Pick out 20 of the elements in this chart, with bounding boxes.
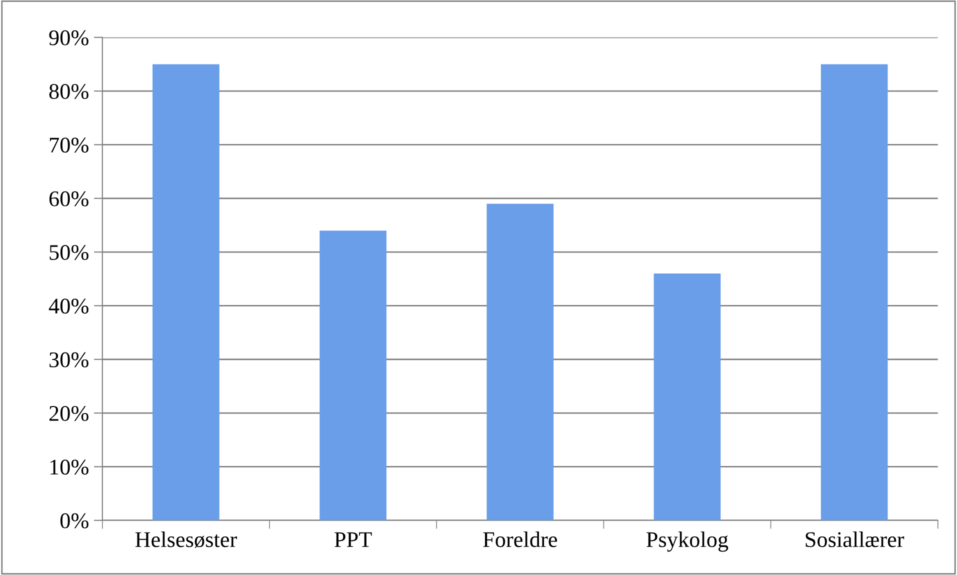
y-tick-label: 40% — [48, 298, 88, 314]
x-tick-label: PPT — [334, 532, 372, 547]
bar — [654, 274, 721, 520]
y-tick-label: 80% — [49, 84, 88, 100]
x-tick-label: Helsesøster — [135, 531, 237, 548]
x-tick-label: Foreldre — [483, 531, 557, 548]
y-tick-label: 90% — [49, 30, 88, 46]
x-tick-label: Psykolog — [646, 531, 728, 552]
bar — [320, 230, 386, 520]
bar — [486, 204, 554, 520]
y-tick-label: 50% — [50, 244, 88, 260]
y-tick-label: 20% — [49, 406, 88, 422]
y-tick-label: 0% — [60, 513, 88, 528]
x-tick-label: Sosiallærer — [806, 531, 904, 548]
y-tick-label: 30% — [50, 352, 88, 368]
bar — [152, 64, 220, 520]
y-tick-label: 60% — [49, 191, 88, 206]
y-tick-label: 70% — [50, 138, 88, 153]
bar — [820, 64, 888, 520]
y-tick-label: 10% — [50, 460, 88, 475]
